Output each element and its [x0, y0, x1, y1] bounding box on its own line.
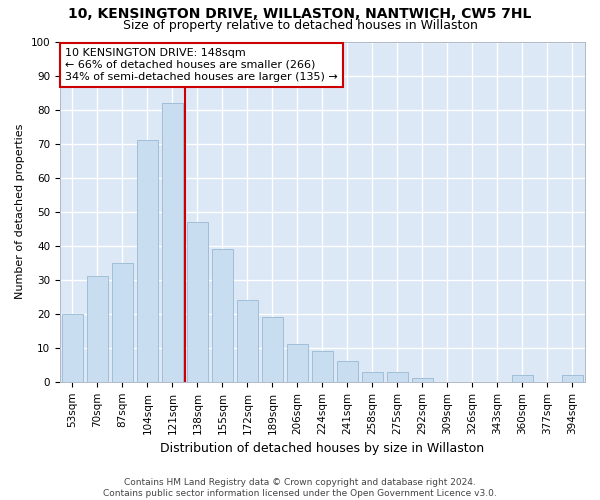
Y-axis label: Number of detached properties: Number of detached properties [15, 124, 25, 300]
Bar [337, 362, 358, 382]
Bar [237, 300, 258, 382]
Bar [162, 103, 183, 382]
Bar [62, 314, 83, 382]
Bar [512, 375, 533, 382]
Bar [187, 222, 208, 382]
Bar [137, 140, 158, 382]
Text: 10, KENSINGTON DRIVE, WILLASTON, NANTWICH, CW5 7HL: 10, KENSINGTON DRIVE, WILLASTON, NANTWIC… [68, 8, 532, 22]
X-axis label: Distribution of detached houses by size in Willaston: Distribution of detached houses by size … [160, 442, 485, 455]
Text: Contains HM Land Registry data © Crown copyright and database right 2024.
Contai: Contains HM Land Registry data © Crown c… [103, 478, 497, 498]
Bar [287, 344, 308, 382]
Text: Size of property relative to detached houses in Willaston: Size of property relative to detached ho… [122, 19, 478, 32]
Bar [387, 372, 408, 382]
Bar [212, 249, 233, 382]
Text: 10 KENSINGTON DRIVE: 148sqm
← 66% of detached houses are smaller (266)
34% of se: 10 KENSINGTON DRIVE: 148sqm ← 66% of det… [65, 48, 338, 82]
Bar [562, 375, 583, 382]
Bar [262, 317, 283, 382]
Bar [112, 262, 133, 382]
Bar [312, 351, 333, 382]
Bar [87, 276, 108, 382]
Bar [412, 378, 433, 382]
Bar [362, 372, 383, 382]
